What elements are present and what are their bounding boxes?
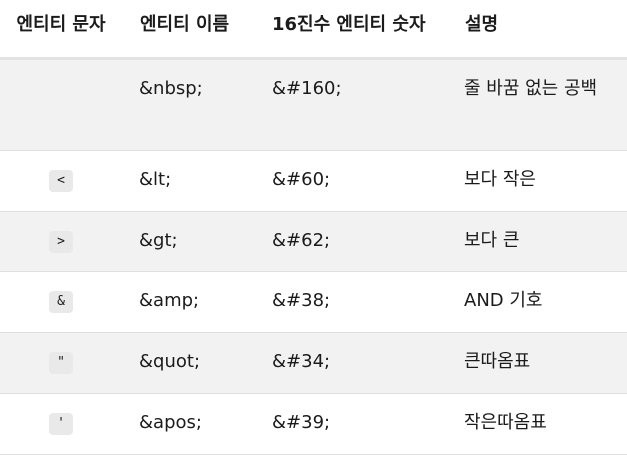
table-row: > &gt; &#62; 보다 큰: [0, 211, 627, 272]
entity-desc-cell: 줄 바꿈 없는 공백: [447, 58, 627, 151]
entity-name-cell: &amp;: [122, 271, 254, 333]
entity-char-code: <: [49, 169, 73, 192]
entity-char-cell: [0, 58, 122, 151]
entity-hex-cell: &#38;: [254, 271, 447, 333]
table-header: 엔티티 문자 엔티티 이름 16진수 엔티티 숫자 설명: [0, 0, 627, 60]
entity-char-cell: <: [0, 150, 122, 212]
entity-name-cell: &apos;: [122, 393, 254, 455]
entity-char-code: ': [49, 412, 73, 435]
entity-table: 엔티티 문자 엔티티 이름 16진수 엔티티 숫자 설명 &nbsp; &#16…: [0, 0, 627, 455]
entity-char-code: &: [49, 290, 73, 313]
table-body: &nbsp; &#160; 줄 바꿈 없는 공백 < &lt; &#60; 보다…: [0, 58, 627, 455]
entity-desc-cell: 보다 큰: [447, 211, 627, 272]
entity-name-cell: &quot;: [122, 332, 254, 394]
entity-desc-cell: 보다 작은: [447, 150, 627, 212]
header-hex-entity: 16진수 엔티티 숫자: [254, 0, 447, 60]
entity-char-code: ": [49, 351, 73, 374]
entity-desc-cell: 작은따옴표: [447, 393, 627, 455]
entity-hex-cell: &#34;: [254, 332, 447, 394]
entity-hex-cell: &#39;: [254, 393, 447, 455]
entity-name-cell: &gt;: [122, 211, 254, 272]
entity-desc-cell: 큰따옴표: [447, 332, 627, 394]
header-entity-char: 엔티티 문자: [0, 0, 122, 60]
header-entity-name: 엔티티 이름: [122, 0, 254, 60]
entity-char-code: >: [49, 230, 73, 253]
header-description: 설명: [447, 0, 627, 60]
entity-char-cell: ": [0, 332, 122, 394]
entity-char-cell: &: [0, 271, 122, 333]
entity-hex-cell: &#160;: [254, 58, 447, 151]
entity-char-cell: >: [0, 211, 122, 272]
entity-hex-cell: &#60;: [254, 150, 447, 212]
entity-hex-cell: &#62;: [254, 211, 447, 272]
header-row: 엔티티 문자 엔티티 이름 16진수 엔티티 숫자 설명: [0, 0, 627, 60]
entity-char-cell: ': [0, 393, 122, 455]
table-row: & &amp; &#38; AND 기호: [0, 271, 627, 333]
entity-desc-cell: AND 기호: [447, 271, 627, 333]
table-row: ' &apos; &#39; 작은따옴표: [0, 393, 627, 455]
entity-name-cell: &nbsp;: [122, 58, 254, 151]
table-row: < &lt; &#60; 보다 작은: [0, 150, 627, 212]
entity-name-cell: &lt;: [122, 150, 254, 212]
table-row: &nbsp; &#160; 줄 바꿈 없는 공백: [0, 58, 627, 151]
table-row: " &quot; &#34; 큰따옴표: [0, 332, 627, 394]
